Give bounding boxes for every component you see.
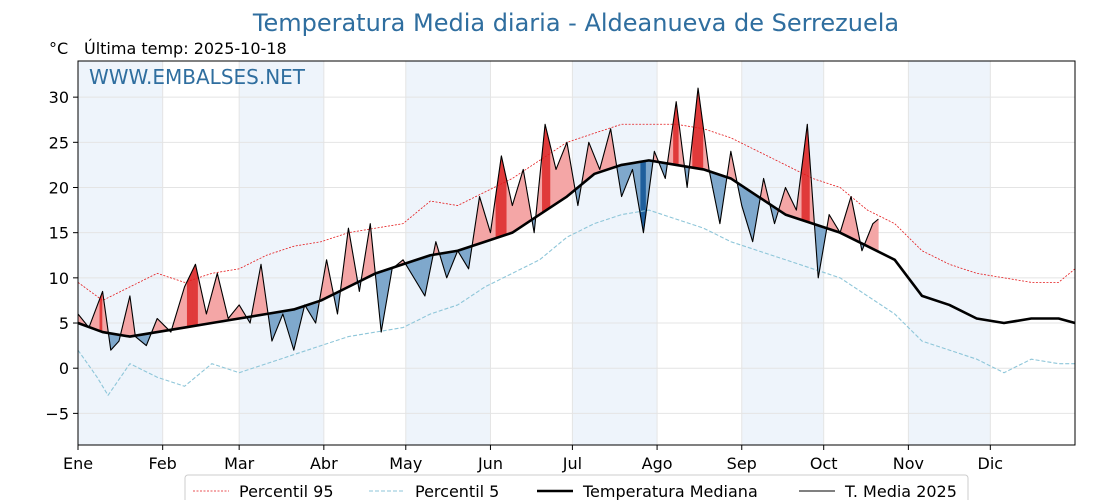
- y-tick-label: 20: [49, 178, 69, 197]
- y-axis: −5 0 5 10 15 20 25 30: [45, 88, 78, 423]
- legend-label-p5: Percentil 5: [415, 482, 499, 500]
- y-tick-label: 25: [49, 133, 69, 152]
- legend-label-p95: Percentil 95: [239, 482, 334, 500]
- x-tick-label: Ago: [642, 454, 673, 473]
- watermark: WWW.EMBALSES.NET: [89, 65, 306, 89]
- anomaly-fill-segment: [419, 257, 423, 293]
- x-tick-label: May: [389, 454, 422, 473]
- x-tick-label: Abr: [310, 454, 338, 473]
- chart-title: Temperatura Media diaria - Aldeanueva de…: [252, 9, 899, 37]
- anomaly-fill-segment: [421, 256, 426, 297]
- x-tick-label: Dic: [978, 454, 1004, 473]
- y-tick-label: 15: [49, 224, 69, 243]
- anomaly-fill-segment: [189, 269, 194, 327]
- y-tick-label: 30: [49, 88, 69, 107]
- anomaly-fill-segment: [184, 281, 188, 328]
- month-band: [741, 61, 824, 445]
- month-band: [908, 61, 991, 445]
- x-tick-label: Jun: [477, 454, 503, 473]
- legend-label-current: T. Media 2025: [844, 482, 957, 500]
- month-band: [239, 61, 324, 445]
- anomaly-fill-segment: [872, 220, 876, 251]
- x-tick-label: Nov: [893, 454, 924, 473]
- legend-label-median: Temperatura Mediana: [582, 482, 758, 500]
- anomaly-fill-segment: [561, 148, 565, 201]
- legend: Percentil 95 Percentil 5 Temperatura Media…: [184, 474, 969, 500]
- series-line-p95: [77, 123, 1076, 301]
- x-tick-label: Mar: [224, 454, 255, 473]
- x-tick-label: Jul: [562, 454, 582, 473]
- series-lines: [77, 87, 1076, 396]
- plot-frame: [77, 60, 1076, 446]
- x-tick-label: Feb: [149, 454, 177, 473]
- y-tick-label: 5: [59, 314, 69, 333]
- anomaly-fill-segment: [192, 264, 196, 327]
- grid-lines: [77, 61, 1075, 445]
- x-tick-label: Ene: [63, 454, 93, 473]
- last-temp-label: Última temp: 2025-10-18: [84, 39, 287, 58]
- x-axis: Ene Feb Mar Abr May Jun Jul Ago Sep Oct Nov Dic: [63, 445, 1003, 473]
- series-line-current: [77, 87, 879, 351]
- anomaly-fill-segment: [563, 142, 568, 199]
- x-tick-label: Oct: [810, 454, 838, 473]
- month-band: [78, 61, 163, 445]
- y-tick-label: 10: [49, 269, 69, 288]
- anomaly-fill-segment: [875, 218, 879, 253]
- y-tick-label: −5: [45, 404, 69, 423]
- series-line-median: [77, 159, 1076, 338]
- month-bands: [78, 61, 991, 445]
- legend-box: [184, 474, 969, 500]
- series-line-p5: [77, 209, 1075, 396]
- x-tick-label: Sep: [727, 454, 757, 473]
- anomaly-fill-segment: [186, 275, 191, 328]
- month-band: [572, 61, 658, 445]
- y-tick-label: 0: [59, 359, 69, 378]
- unit-label: °C: [49, 39, 68, 58]
- anomaly-fill-segment: [544, 124, 549, 212]
